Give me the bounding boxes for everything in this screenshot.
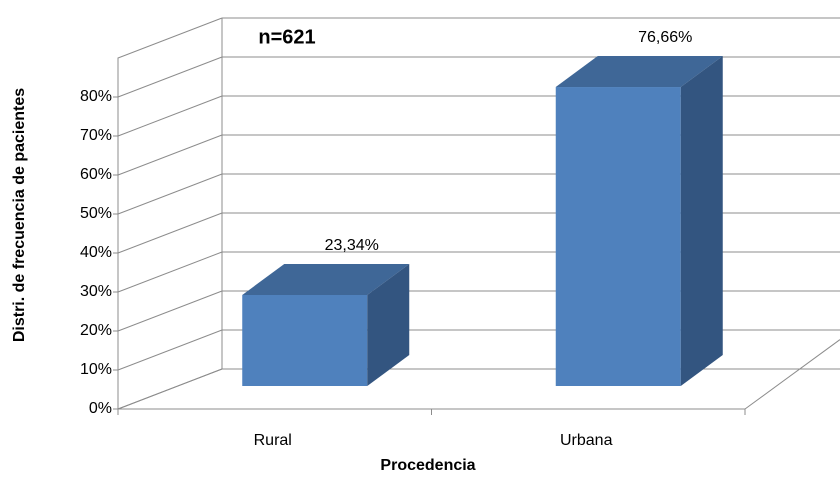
grid-line [117, 134, 223, 176]
x-tick-label: Rural [254, 432, 292, 449]
x-tick-label: Urbana [560, 432, 613, 449]
bar-top [242, 263, 410, 295]
grid-line [117, 173, 223, 215]
y-tick-label: 70% [80, 127, 112, 144]
x-axis-title: Procedencia [380, 457, 475, 474]
y-tick-label: 80% [80, 88, 112, 105]
y-tick-label: 0% [89, 400, 112, 417]
y-tick-label: 30% [80, 283, 112, 300]
grid-line [117, 251, 223, 293]
y-tick-label: 50% [80, 205, 112, 222]
grid-line [117, 212, 223, 254]
bar-front [242, 294, 368, 386]
grid-line [117, 290, 223, 332]
y-tick-label: 10% [80, 361, 112, 378]
value-label: 23,34% [325, 237, 379, 254]
grid-line [117, 95, 223, 137]
grid-line [117, 56, 223, 98]
value-label: 76,66% [638, 29, 692, 46]
bar-front [555, 87, 681, 386]
bar [242, 263, 410, 386]
bar-side [680, 56, 723, 386]
floor-right [744, 339, 840, 410]
bar-side [367, 263, 410, 386]
y-axis-title: Distri. de frecuencia de pacientes [11, 88, 28, 342]
y-tick-label: 40% [80, 244, 112, 261]
bar [555, 56, 723, 386]
chart-title: n=621 [258, 26, 315, 48]
grid-line [117, 329, 223, 371]
bar-top [555, 56, 723, 88]
grid-line [117, 368, 223, 410]
y-tick-label: 20% [80, 322, 112, 339]
y-tick-label: 60% [80, 166, 112, 183]
